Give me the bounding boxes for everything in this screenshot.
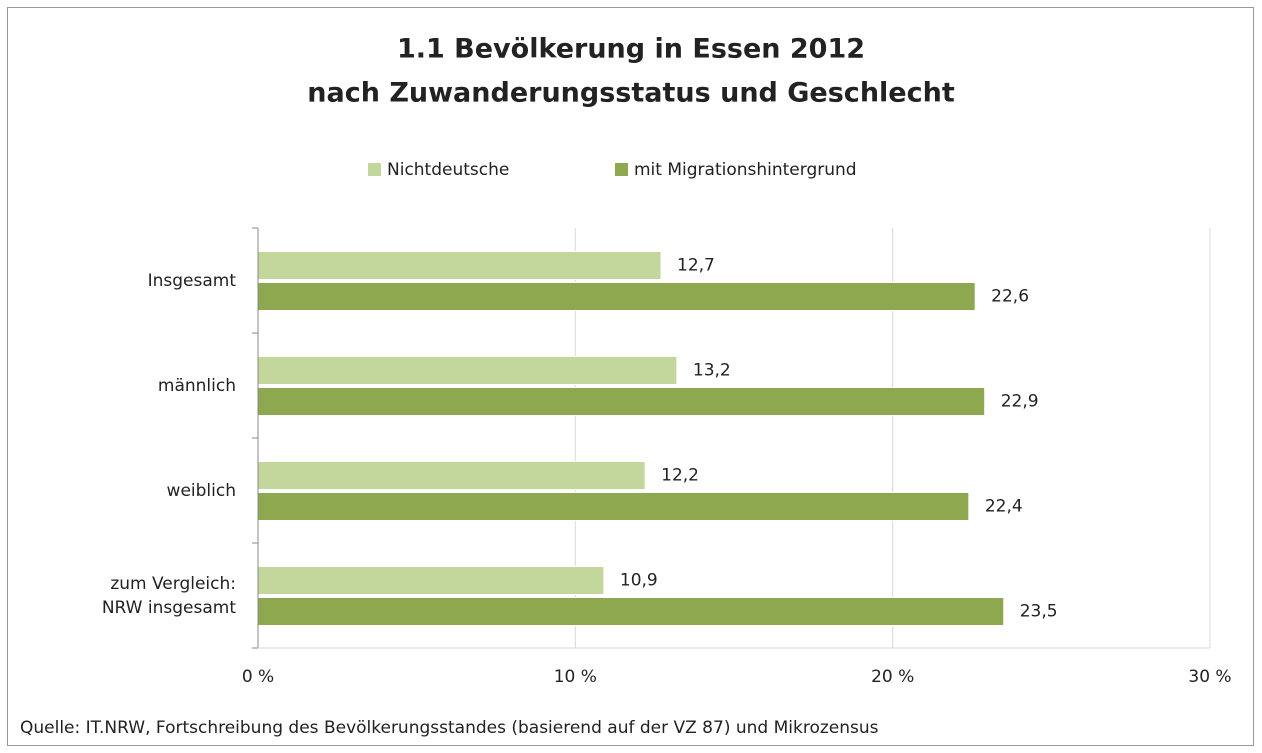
value-label: 12,2 <box>661 466 699 486</box>
x-tick-label: 30 % <box>1188 667 1231 687</box>
bar <box>257 597 1005 626</box>
bar <box>257 387 986 416</box>
y-tick-label: weiblich <box>36 451 236 531</box>
bar <box>257 282 976 311</box>
bar <box>257 566 605 595</box>
legend-swatch <box>615 163 628 176</box>
chart-title: nach Zuwanderungsstatus und Geschlecht <box>307 78 955 109</box>
bar <box>257 461 646 490</box>
y-tick-label: Insgesamt <box>36 241 236 321</box>
y-tick-text: weiblich <box>166 480 236 501</box>
legend-label: mit Migrationshintergrund <box>634 160 857 180</box>
y-tick-text: zum Vergleich: NRW insgesamt <box>101 573 236 618</box>
x-tick-label: 20 % <box>871 667 914 687</box>
value-label: 10,9 <box>620 571 658 591</box>
value-label: 12,7 <box>677 256 715 276</box>
value-label: 22,4 <box>985 497 1023 517</box>
x-tick-label: 0 % <box>242 667 274 687</box>
y-tick-text: Insgesamt <box>147 270 236 291</box>
chart-title: 1.1 Bevölkerung in Essen 2012 <box>397 34 865 65</box>
y-tick-label: männlich <box>36 346 236 426</box>
bar <box>257 492 970 521</box>
x-tick-label: 10 % <box>554 667 597 687</box>
y-tick-label: zum Vergleich: NRW insgesamt <box>36 556 236 636</box>
legend-label: Nichtdeutsche <box>387 160 509 180</box>
value-label: 13,2 <box>693 361 731 381</box>
bar <box>257 251 662 280</box>
value-label: 22,9 <box>1001 392 1039 412</box>
source-note: Quelle: IT.NRW, Fortschreibung des Bevöl… <box>20 718 879 738</box>
value-label: 23,5 <box>1020 602 1058 622</box>
legend-swatch <box>368 163 381 176</box>
y-tick-text: männlich <box>157 375 236 396</box>
value-label: 22,6 <box>991 287 1029 307</box>
bar <box>257 356 678 385</box>
